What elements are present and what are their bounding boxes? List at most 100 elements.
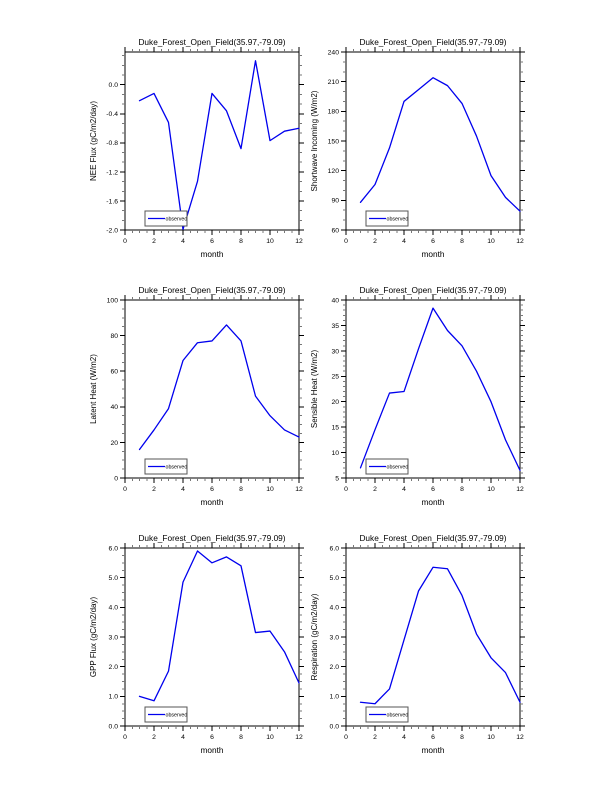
x-tick-label: 0	[123, 734, 127, 741]
x-tick-label: 0	[123, 238, 127, 245]
x-tick-label: 0	[344, 734, 348, 741]
x-tick-label: 2	[373, 238, 377, 245]
y-tick-label: -1.2	[106, 169, 118, 176]
chart-title: Duke_Forest_Open_Field(35.97,-79.09)	[138, 533, 285, 543]
plot-frame	[124, 51, 300, 231]
legend-box	[144, 706, 188, 723]
x-tick-label: 0	[123, 486, 127, 493]
y-tick-label: 4.0	[330, 605, 340, 612]
x-tick-label: 12	[516, 486, 524, 493]
y-axis-title: GPP Flux (gC/m2/day)	[89, 597, 98, 678]
observed-series-line	[359, 566, 521, 705]
chart-panel-latent-heat: Duke_Forest_Open_Field(35.97,-79.09) 100 8…	[75, 278, 315, 526]
x-tick-label: 8	[239, 486, 243, 493]
y-tick-label: 4.0	[109, 605, 119, 612]
y-tick-label: 25	[331, 374, 339, 381]
y-tick-label: 80	[110, 333, 118, 340]
y-tick-label: 100	[107, 297, 119, 304]
observed-series-line	[138, 324, 300, 451]
y-tick-label: 180	[328, 109, 340, 116]
legend-box	[144, 458, 188, 475]
y-tick-label: 90	[331, 198, 339, 205]
x-tick-label: 10	[487, 734, 495, 741]
y-tick-label: 10	[331, 450, 339, 457]
x-tick-label: 4	[402, 734, 406, 741]
y-tick-label: 3.0	[109, 634, 119, 641]
chart-panel-nee-flux: Duke_Forest_Open_Field(35.97,-79.09) 0.0 -…	[75, 30, 315, 278]
x-tick-label: 8	[239, 734, 243, 741]
nee-flux-chart: Duke_Forest_Open_Field(35.97,-79.09) 0.0 -…	[89, 37, 304, 259]
chart-panel-gpp-flux: Duke_Forest_Open_Field(35.97,-79.09) 6.0 5…	[75, 526, 315, 774]
legend-label: observed	[387, 465, 409, 471]
x-axis-title: month	[421, 249, 444, 259]
chart-title: Duke_Forest_Open_Field(35.97,-79.09)	[138, 37, 285, 47]
y-tick-label: 0.0	[109, 723, 119, 730]
x-tick-label: 6	[210, 238, 214, 245]
observed-series-line	[359, 77, 521, 212]
y-tick-label: 150	[328, 138, 340, 145]
y-tick-label: 1.0	[330, 694, 340, 701]
x-tick-label: 12	[295, 734, 303, 741]
x-tick-label: 6	[210, 486, 214, 493]
y-tick-label: 6.0	[330, 545, 340, 552]
y-tick-label: 0.0	[330, 723, 340, 730]
observed-series-line	[359, 307, 521, 472]
x-tick-label: 10	[487, 238, 495, 245]
x-tick-label: 4	[402, 238, 406, 245]
x-axis-title: month	[200, 249, 223, 259]
y-tick-label: 30	[331, 348, 339, 355]
y-tick-label: 0.0	[109, 82, 119, 89]
x-tick-label: 6	[431, 238, 435, 245]
plot-frame	[345, 547, 521, 727]
x-tick-label: 8	[460, 238, 464, 245]
chart-panel-sensible-heat: Duke_Forest_Open_Field(35.97,-79.09) 40 35…	[296, 278, 536, 526]
y-tick-label: 2.0	[109, 664, 119, 671]
legend-label: observed	[166, 217, 188, 223]
legend-label: observed	[387, 713, 409, 719]
chart-title: Duke_Forest_Open_Field(35.97,-79.09)	[359, 285, 506, 295]
y-axis-title: NEE Flux (gC/m2/day)	[89, 101, 98, 181]
y-axis-title: Respiration (gC/m2/day)	[310, 593, 319, 680]
plot-frame	[345, 51, 521, 231]
y-tick-label: -0.8	[106, 140, 118, 147]
x-tick-label: 10	[487, 486, 495, 493]
y-tick-label: 1.0	[109, 694, 119, 701]
y-tick-label: 40	[110, 404, 118, 411]
respiration-chart: Duke_Forest_Open_Field(35.97,-79.09) 6.0 5…	[310, 533, 525, 755]
x-tick-label: 12	[295, 486, 303, 493]
y-tick-label: 20	[110, 440, 118, 447]
chart-panel-respiration: Duke_Forest_Open_Field(35.97,-79.09) 6.0 5…	[296, 526, 536, 774]
x-tick-label: 2	[152, 486, 156, 493]
legend-label: observed	[166, 713, 188, 719]
x-tick-label: 8	[460, 734, 464, 741]
legend-box	[144, 210, 188, 227]
x-tick-label: 4	[181, 238, 185, 245]
x-tick-label: 0	[344, 238, 348, 245]
x-tick-label: 2	[373, 486, 377, 493]
shortwave-incoming-chart: Duke_Forest_Open_Field(35.97,-79.09)2402…	[310, 37, 525, 259]
x-axis-title: month	[200, 745, 223, 755]
observed-series-line	[138, 60, 300, 230]
x-tick-label: 2	[152, 238, 156, 245]
legend-label: observed	[387, 217, 409, 223]
x-axis-title: month	[421, 497, 444, 507]
x-axis-title: month	[200, 497, 223, 507]
y-tick-label: 40	[331, 297, 339, 304]
y-tick-label: 60	[331, 227, 339, 234]
x-tick-label: 6	[210, 734, 214, 741]
y-tick-label: 20	[331, 399, 339, 406]
y-tick-label: 210	[328, 79, 340, 86]
chart-title: Duke_Forest_Open_Field(35.97,-79.09)	[138, 285, 285, 295]
legend-box	[365, 706, 409, 723]
y-tick-label: -2.0	[106, 227, 118, 234]
x-tick-label: 2	[152, 734, 156, 741]
y-tick-label: 15	[331, 425, 339, 432]
x-tick-label: 12	[516, 734, 524, 741]
y-tick-label: 5.0	[330, 575, 340, 582]
legend-box	[365, 210, 409, 227]
latent-heat-chart: Duke_Forest_Open_Field(35.97,-79.09) 100 8…	[89, 285, 304, 507]
y-tick-label: 6.0	[109, 545, 119, 552]
y-tick-label: 5.0	[109, 575, 119, 582]
y-tick-label: 60	[110, 369, 118, 376]
